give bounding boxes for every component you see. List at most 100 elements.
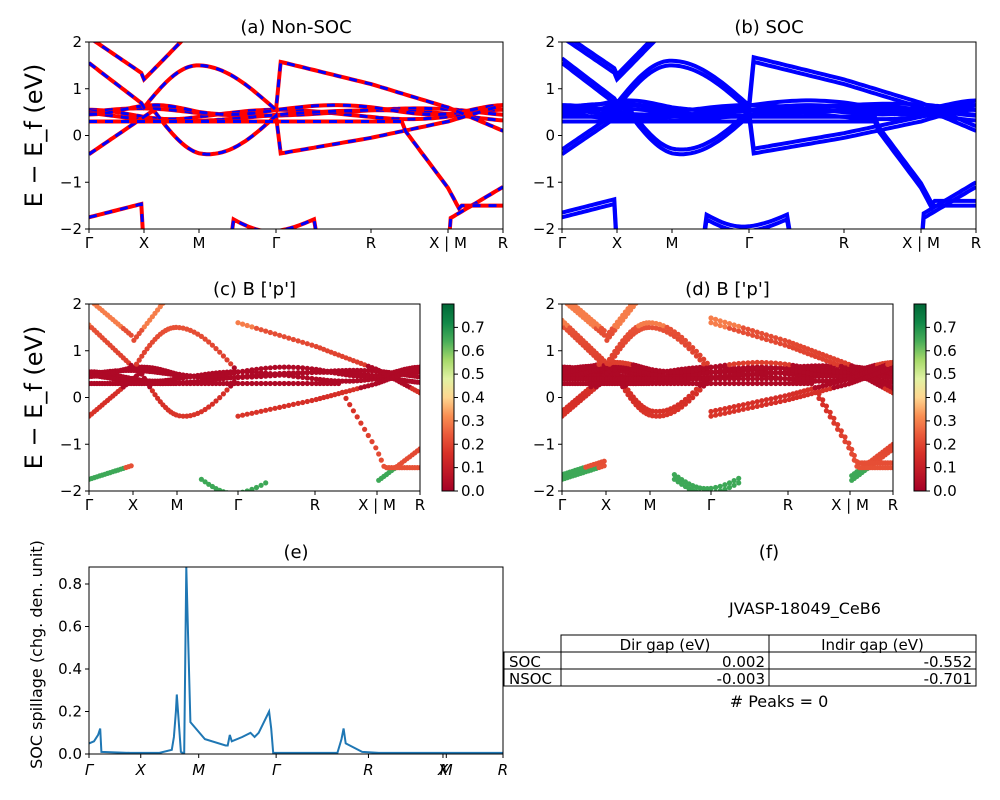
band-point [209, 342, 215, 348]
band-point [228, 361, 234, 367]
d-ytick-label: 0 [545, 389, 555, 407]
band-point [777, 341, 783, 347]
band-point [718, 512, 723, 517]
band-point [86, 297, 91, 302]
band-point [417, 379, 420, 385]
d-xtick-label: X | M [831, 496, 869, 514]
band-point [300, 339, 306, 345]
band-point [267, 329, 273, 336]
band-point [562, 294, 567, 299]
band-point [679, 399, 685, 405]
band-point [802, 507, 807, 512]
band-point [661, 507, 666, 512]
band-point [675, 380, 681, 387]
colorbar-tick-label: 0.1 [461, 459, 485, 477]
band-point [206, 339, 212, 345]
band-point [163, 297, 168, 302]
band-point [362, 368, 368, 374]
band-point [195, 287, 200, 292]
band-point [343, 507, 348, 512]
band-point [625, 502, 630, 507]
band-point [740, 376, 746, 382]
band-point [665, 507, 670, 512]
band-point [192, 507, 197, 512]
band-point [708, 320, 714, 326]
band-point [740, 325, 746, 331]
band-point [686, 507, 691, 512]
band-point [862, 283, 867, 288]
colorbar-tick-label: 0.2 [461, 435, 485, 453]
band-point [820, 502, 825, 507]
band-point [399, 507, 404, 512]
c-xtick-label: M [171, 496, 184, 514]
band-point [713, 376, 719, 382]
band-point [722, 507, 727, 512]
band-point [782, 376, 788, 382]
band-point [701, 356, 707, 362]
band-point [657, 274, 662, 279]
band-point [870, 283, 875, 288]
band-point [740, 365, 746, 371]
band-point [731, 408, 737, 414]
band-point [281, 334, 287, 340]
band-point [397, 287, 402, 292]
band-point [339, 389, 345, 395]
band-point [816, 391, 822, 397]
band-point [672, 287, 677, 292]
band-point [304, 380, 310, 387]
band-point [717, 407, 723, 413]
band-point [128, 332, 134, 338]
band-point [890, 369, 893, 375]
band-point [722, 367, 728, 373]
band-point [272, 405, 278, 411]
band-point [722, 380, 728, 387]
b-xtick-label: X | M [902, 234, 940, 252]
band-point [259, 512, 264, 517]
band-point [835, 373, 841, 379]
band-point [726, 325, 733, 331]
band-point [220, 391, 226, 397]
band-point [773, 376, 779, 382]
band-point [612, 512, 617, 517]
band-point [759, 507, 764, 512]
e-ytick-label: 0.8 [58, 575, 82, 593]
band-point [366, 287, 371, 292]
band-point [636, 507, 641, 512]
band-point [665, 512, 670, 517]
band-point [736, 507, 741, 512]
band-point [351, 287, 356, 292]
band-point [679, 283, 684, 288]
band-point [224, 357, 230, 363]
band-point [581, 507, 586, 512]
band-point [618, 502, 623, 507]
band-point [235, 320, 241, 326]
band-point [754, 403, 760, 409]
table-cell [768, 668, 977, 687]
band-point [665, 502, 670, 507]
band-point [731, 322, 737, 328]
band-point [854, 287, 859, 292]
band-point [332, 287, 337, 292]
band-point [654, 272, 659, 277]
band-point [653, 408, 659, 415]
band-point [763, 401, 770, 407]
band-point [240, 380, 246, 387]
band-point [559, 297, 564, 302]
band-point [191, 380, 197, 387]
band-point [296, 287, 301, 292]
band-point [184, 507, 189, 512]
band-point [660, 376, 667, 382]
a-xtick-label: R [366, 234, 376, 252]
band-point [615, 502, 620, 507]
band-point [740, 329, 746, 336]
band-point [736, 407, 742, 413]
band-point [717, 488, 723, 491]
band-point [155, 512, 160, 517]
band-point [773, 360, 779, 366]
band-point [708, 485, 714, 491]
band-point [636, 297, 641, 302]
band-point [736, 380, 742, 387]
table-col-header: Indir gap (eV) [821, 636, 924, 654]
band-point [824, 283, 829, 288]
band-point [665, 283, 670, 288]
